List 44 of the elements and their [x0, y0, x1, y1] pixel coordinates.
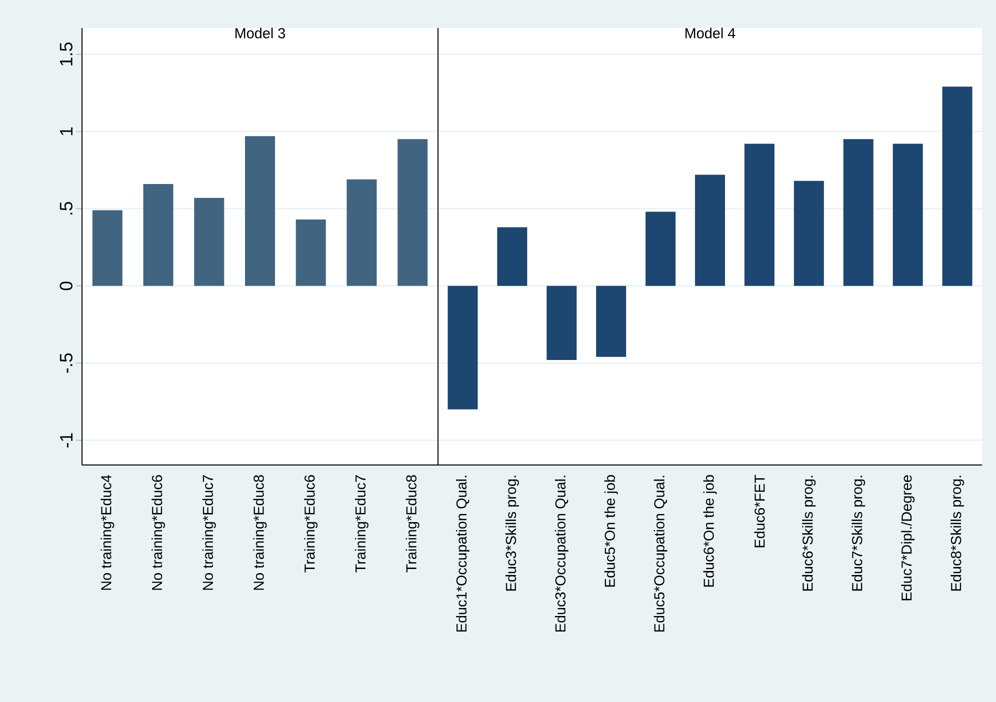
bar [346, 179, 377, 286]
x-tick-label: Educ1*Occupation Qual. [456, 476, 470, 632]
chart-title: Model 4 [686, 28, 736, 38]
y-tick-label: 0 [60, 282, 72, 290]
chart-title: Model 3 [235, 28, 286, 38]
x-tick-label: Educ3*Occupation Qual. [554, 476, 568, 632]
x-tick-label: Training*Educ8 [406, 475, 420, 572]
x-tick-label: Educ7*Skills prog. [852, 476, 866, 591]
y-tick-label: -1 [60, 433, 72, 448]
x-tick-label: Educ8*Skills prog. [950, 476, 964, 591]
y-tick-label: 1 [60, 127, 72, 136]
x-tick-label: Educ5*Occupation Qual. [654, 476, 668, 632]
bar [546, 286, 577, 360]
x-tick-label: No training*Educ7 [202, 475, 216, 590]
y-tick-label: 1.5 [60, 42, 72, 66]
bar [448, 286, 478, 410]
bar [695, 174, 726, 286]
bar [744, 144, 774, 286]
x-tick-label: Training*Educ7 [354, 475, 368, 572]
x-tick-label: Educ7*Dipl./Degree [901, 475, 915, 600]
bar [596, 286, 626, 357]
x-tick-label: Educ6*On the job [703, 475, 717, 587]
x-tick-label: Educ5*On the job [604, 475, 618, 587]
bar [646, 212, 676, 286]
x-tick-label: Educ6*Skills prog. [802, 476, 816, 591]
bar [143, 184, 174, 286]
x-tick-label: Educ3*Skills prog. [505, 476, 519, 591]
x-tick-label: No training*Educ6 [152, 475, 166, 590]
bar [497, 227, 528, 286]
x-tick-label: No training*Educ8 [253, 475, 267, 590]
bar [843, 139, 874, 286]
bar [92, 210, 122, 286]
bar [892, 144, 923, 286]
bar [794, 180, 824, 286]
bar [194, 198, 224, 286]
bar [296, 219, 326, 286]
y-tick-label: .5 [60, 202, 72, 214]
bar [942, 86, 972, 286]
x-tick-label: No training*Educ4 [100, 474, 114, 590]
y-tick-label: -.5 [60, 353, 72, 373]
x-tick-label: Training*Educ6 [304, 475, 318, 572]
bar [245, 136, 275, 286]
bar [398, 139, 428, 286]
x-tick-label: Educ6*FET [754, 474, 765, 548]
